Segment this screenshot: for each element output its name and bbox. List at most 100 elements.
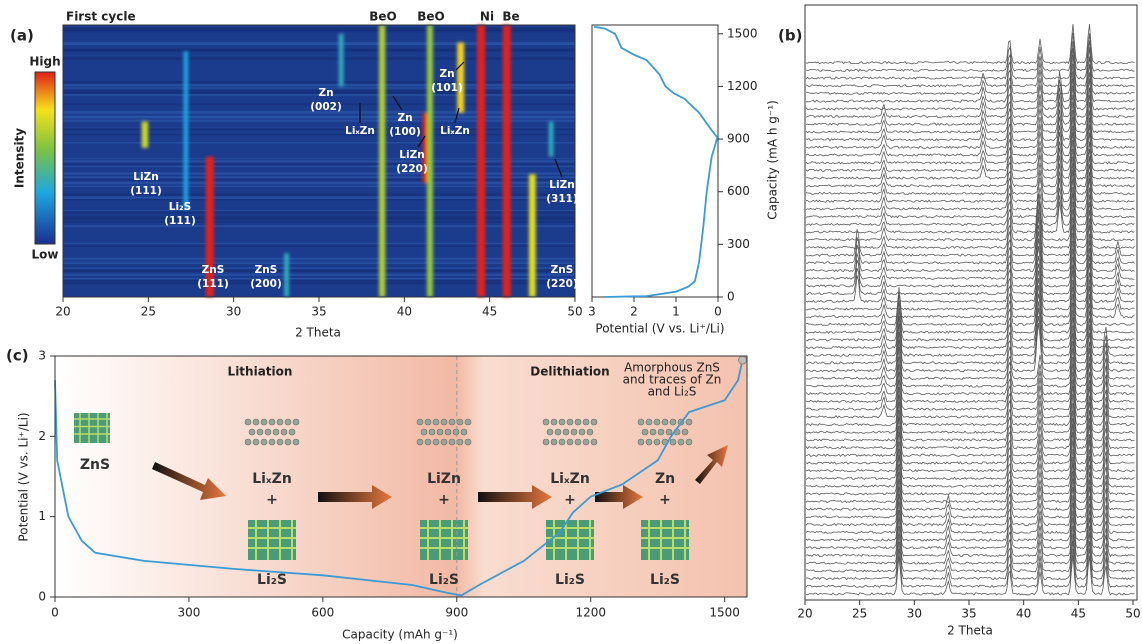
- colorbar: [34, 71, 56, 245]
- noise-stripe: [63, 163, 575, 166]
- trace: [805, 193, 1135, 234]
- trace: [805, 517, 1135, 558]
- x-tick-label: 35: [311, 305, 326, 319]
- trace: [805, 307, 1135, 357]
- x-tick-label: 30: [907, 607, 922, 621]
- noise-stripe: [63, 242, 575, 245]
- trace: [805, 548, 1135, 588]
- noise-stripe: [63, 185, 575, 187]
- plot-frame: [591, 24, 719, 298]
- end-point: [738, 355, 748, 365]
- peak: [426, 25, 433, 297]
- phase-label: Li₂S: [257, 572, 287, 588]
- trace: [805, 322, 1135, 373]
- trace: [805, 347, 1135, 388]
- noise-stripe: [63, 210, 575, 214]
- trace: [805, 362, 1135, 404]
- annotation: (101): [431, 82, 463, 94]
- noise-stripe: [63, 160, 575, 163]
- noise-stripe: [63, 30, 575, 33]
- annotation: (002): [310, 101, 342, 113]
- annotation: (111): [197, 278, 229, 290]
- noise-stripe: [63, 217, 575, 220]
- trace: [805, 187, 1135, 226]
- annotation-arrow: [454, 107, 460, 124]
- noise-stripe: [63, 133, 575, 136]
- trace: [805, 285, 1135, 334]
- trace: [805, 85, 1135, 126]
- chart-title: First cycle: [66, 10, 136, 24]
- phase-label: Zn: [655, 471, 675, 487]
- phase-label: Li₂S: [429, 572, 459, 588]
- x-tick-label: 1500: [709, 606, 740, 620]
- noise-stripe: [63, 245, 575, 247]
- x-axis-label: 2 Theta: [947, 624, 993, 638]
- trace: [805, 316, 1135, 365]
- noise-stripe: [63, 193, 575, 196]
- noise-stripe: [63, 94, 575, 97]
- y-tick-label: 300: [727, 237, 750, 251]
- noise-stripe: [63, 84, 575, 87]
- trace: [805, 116, 1135, 157]
- noise-stripe: [63, 127, 575, 131]
- peak: [379, 25, 386, 297]
- x-tick-label: 40: [1016, 607, 1031, 621]
- x-tick-label: 50: [567, 305, 582, 319]
- peak: [183, 51, 189, 210]
- noise-stripe: [63, 261, 575, 263]
- noise-stripe: [63, 269, 575, 272]
- noise-stripe: [63, 141, 575, 144]
- trace: [805, 109, 1135, 150]
- x-tick-label: 20: [797, 607, 812, 621]
- phase-label: +: [564, 492, 576, 508]
- y-tick-label: 1500: [727, 26, 758, 40]
- noise-stripe: [63, 225, 575, 228]
- trace: [805, 263, 1135, 311]
- line: [593, 25, 719, 298]
- x-tick-label: 0: [51, 606, 59, 620]
- trace: [805, 132, 1135, 173]
- trace: [805, 94, 1135, 134]
- annotation-arrow: [417, 135, 426, 148]
- trace: [805, 293, 1135, 342]
- noise-stripe: [63, 91, 575, 95]
- peak: [338, 33, 344, 87]
- trace: [805, 448, 1135, 488]
- colorbar-label: Intensity: [13, 128, 27, 188]
- noise-stripe: [63, 119, 575, 122]
- noise-stripe: [63, 263, 575, 267]
- x-tick-label: 45: [482, 305, 497, 319]
- x-tick-label: 45: [1071, 607, 1086, 621]
- noise-stripe: [63, 257, 575, 260]
- y-tick-label: 600: [727, 184, 750, 198]
- trace: [805, 478, 1135, 519]
- noise-stripe: [63, 48, 575, 52]
- x-tick-label: 2: [630, 305, 638, 319]
- phase-label: Li₂S: [555, 572, 585, 588]
- arrows: [152, 445, 728, 509]
- trace: [805, 509, 1135, 550]
- y-tick-label: 900: [727, 132, 750, 146]
- note: Amorphous ZnS: [624, 361, 720, 375]
- x-tick-label: 30: [226, 305, 241, 319]
- annotation: (220): [546, 278, 578, 290]
- peak: [502, 25, 511, 297]
- trace: [805, 224, 1135, 273]
- stage-label: Lithiation: [228, 365, 293, 379]
- peak: [422, 112, 431, 183]
- trace: [805, 501, 1135, 542]
- trace: [805, 493, 1135, 534]
- trace: [805, 555, 1135, 596]
- x-tick-label: 3: [588, 305, 596, 319]
- noise-stripe: [63, 110, 575, 114]
- phase-label: +: [438, 492, 450, 508]
- trace: [805, 356, 1135, 396]
- trace: [805, 486, 1135, 527]
- y-tick-label: 3: [38, 349, 46, 363]
- trace: [805, 385, 1135, 427]
- trace: [805, 394, 1135, 434]
- peak-label: BeO: [369, 10, 397, 24]
- noise-stripe: [63, 220, 575, 223]
- noise-stripe: [63, 209, 575, 212]
- trace: [805, 379, 1135, 419]
